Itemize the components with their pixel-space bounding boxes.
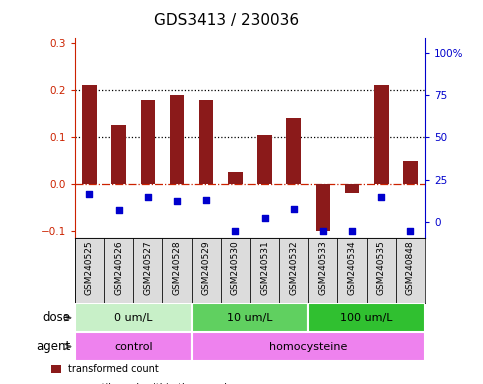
Bar [257,135,272,184]
Bar [170,95,185,184]
Text: percentile rank within the sample: percentile rank within the sample [68,383,232,384]
Text: homocysteine: homocysteine [269,341,347,352]
Bar [104,238,133,303]
Text: GSM240529: GSM240529 [202,240,211,295]
Point [144,194,152,200]
Bar [308,303,425,332]
Text: control: control [114,341,153,352]
Text: 0 um/L: 0 um/L [114,313,153,323]
Text: GSM240526: GSM240526 [114,240,123,295]
Bar [279,238,308,303]
Bar [82,85,97,184]
Bar [192,238,221,303]
Bar [403,161,418,184]
Text: GSM240848: GSM240848 [406,240,415,295]
Text: transformed count: transformed count [68,364,158,374]
Point [85,191,93,197]
Point [231,228,239,234]
Bar [75,303,192,332]
Text: GSM240528: GSM240528 [172,240,182,295]
Text: GSM240525: GSM240525 [85,240,94,295]
Bar [192,303,308,332]
Bar [51,365,61,373]
Text: GSM240534: GSM240534 [348,240,356,295]
Bar [338,238,367,303]
Bar [374,85,388,184]
Bar [199,101,213,184]
Bar [315,184,330,231]
Point [115,207,123,213]
Bar [228,172,242,184]
Point [407,228,414,234]
Point [319,228,327,234]
Bar [345,184,359,194]
Text: GSM240530: GSM240530 [231,240,240,295]
Text: 10 um/L: 10 um/L [227,313,273,323]
Text: agent: agent [36,340,70,353]
Point [348,228,356,234]
Text: GSM240527: GSM240527 [143,240,152,295]
Text: GSM240532: GSM240532 [289,240,298,295]
Bar [162,238,192,303]
Bar [308,238,338,303]
Text: 100 um/L: 100 um/L [341,313,393,323]
Bar [221,238,250,303]
Bar [75,332,192,361]
Bar [192,332,425,361]
Point [173,198,181,204]
Point [290,206,298,212]
Text: dose: dose [42,311,70,324]
Text: GSM240533: GSM240533 [318,240,327,295]
Bar [396,238,425,303]
Bar [141,101,155,184]
Bar [75,238,104,303]
Text: GSM240535: GSM240535 [377,240,386,295]
Bar [367,238,396,303]
Point [261,215,269,222]
Point [202,197,210,203]
Point [377,194,385,200]
Text: GDS3413 / 230036: GDS3413 / 230036 [155,13,299,28]
Bar [112,125,126,184]
Text: GSM240531: GSM240531 [260,240,269,295]
Bar [133,238,162,303]
Bar [250,238,279,303]
Bar [286,118,301,184]
